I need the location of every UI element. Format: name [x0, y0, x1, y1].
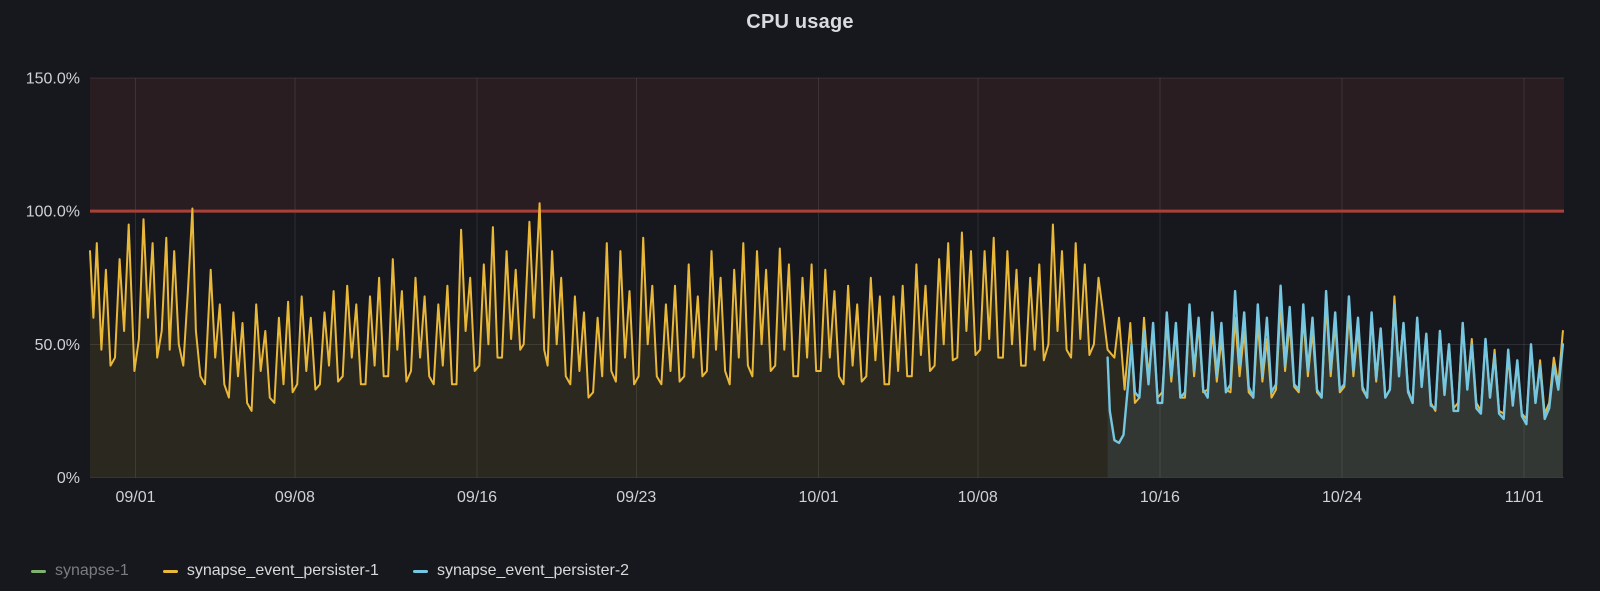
y-tick-label: 100.0%	[26, 204, 80, 221]
x-tick-label: 10/16	[1140, 489, 1180, 506]
x-tick-label: 11/01	[1505, 489, 1544, 506]
x-tick-label: 10/24	[1322, 489, 1362, 506]
legend-label-synapse-event-persister-2: synapse_event_persister-2	[436, 562, 630, 579]
legend-color-synapse-event-persister-2	[412, 569, 428, 573]
x-tick-label: 10/08	[958, 489, 998, 506]
legend-item-synapse-event-persister-2[interactable]: synapse_event_persister-2	[412, 562, 630, 580]
x-axis-labels: 09/01 09/08 09/16 09/23 10/01 10/08 10/16 10/24…	[115, 489, 1543, 506]
y-tick-label: 150.0%	[26, 71, 80, 88]
threshold-region	[90, 78, 1564, 212]
x-tick-label: 10/01	[798, 489, 838, 506]
x-tick-label: 09/23	[616, 489, 656, 506]
legend-item-synapse-1[interactable]: synapse-1	[31, 562, 129, 580]
series-line-synapse_event_persister-2[interactable]	[1106, 284, 1565, 445]
series-fill-synapse_event_persister-1	[90, 203, 1563, 478]
x-tick-label: 09/08	[275, 489, 315, 506]
y-axis-labels: 0% 50.0% 100.0% 150.0%	[26, 71, 80, 488]
legend-label-synapse-event-persister-1: synapse_event_persister-1	[186, 562, 379, 579]
y-tick-label: 50.0%	[35, 337, 80, 354]
panel-title: CPU usage	[746, 11, 854, 33]
legend-label-synapse-1: synapse-1	[55, 562, 129, 579]
legend-item-synapse-event-persister-1[interactable]: synapse_event_persister-1	[162, 562, 379, 580]
x-tick-label: 09/16	[457, 489, 497, 506]
y-tick-label: 0%	[57, 470, 80, 487]
legend-color-synapse-1	[31, 569, 46, 573]
legend: synapse-1 synapse_event_persister-1 synaps…	[31, 562, 629, 580]
legend-color-synapse-event-persister-1	[162, 569, 178, 573]
x-tick-label: 09/01	[115, 489, 155, 506]
